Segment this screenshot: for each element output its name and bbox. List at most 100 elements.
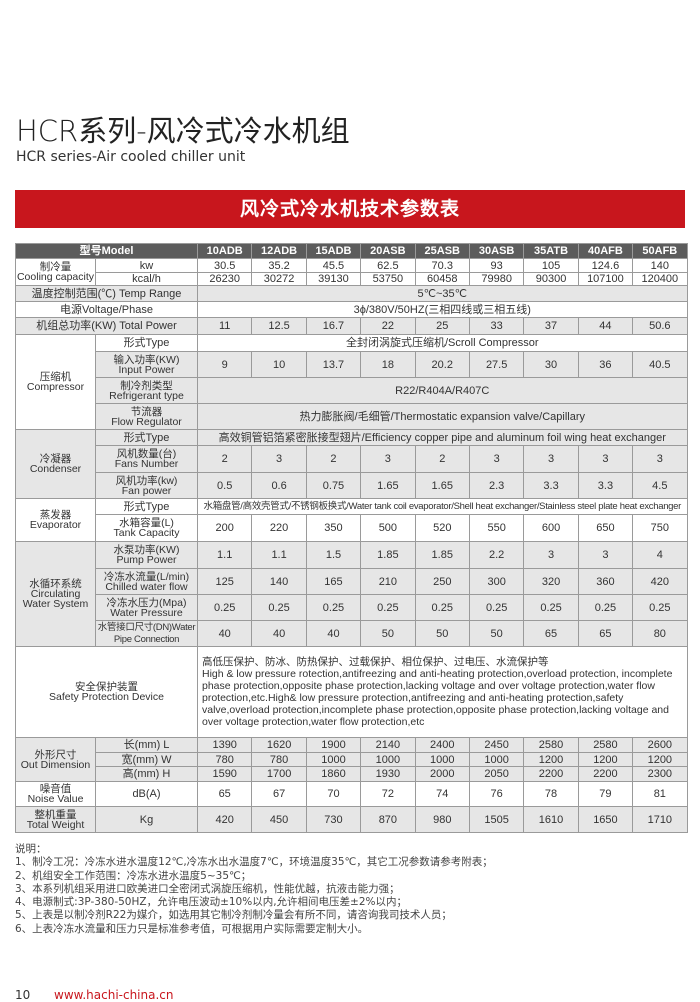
label-cn: 水泵功率(KW) <box>113 544 180 556</box>
value-cell: 420 <box>632 568 688 595</box>
website-link[interactable]: www.hachi-china.cn <box>54 988 174 1002</box>
label-cn: 制冷量 <box>39 261 72 273</box>
value-cell: 0.25 <box>305 594 362 621</box>
water-system-label: 水循环系统 Circulating Water System <box>15 541 96 647</box>
value-cell: 1.1 <box>251 541 307 569</box>
value-cell: 3 <box>468 445 525 473</box>
table-cell: 水箱盘管/高效壳管式/不锈钢板换式/Water tank coil evapor… <box>197 498 688 515</box>
value-cell: 3.3 <box>523 472 579 499</box>
value-cell: 0.25 <box>196 594 253 621</box>
value-cell: 1000 <box>468 752 525 767</box>
label-en: Condenser <box>29 463 82 475</box>
label-en: Cooling capacity <box>16 271 95 283</box>
label-en: Refrigerant type <box>109 389 184 402</box>
table-row: 风机功率(kw) Fan power 0.5 0.6 0.75 1.65 1.65 2.3 3.… <box>16 472 688 499</box>
table-cell: 长(mm) L <box>95 737 198 753</box>
note-line: 2、机组安全工作范围：冷冻水进水温度5~35℃； <box>15 869 252 882</box>
value-cell: 350 <box>305 514 362 542</box>
value-cell: 79980 <box>468 272 525 286</box>
value-cell: 140 <box>251 568 307 595</box>
value-cell: 25 <box>414 317 470 335</box>
spec-table: 型号Model 10ADB 12ADB 15ADB 20ASB 25ASB 30ASB 35A… <box>15 243 688 833</box>
value-cell: 320 <box>523 568 579 595</box>
value-cell: 2300 <box>632 766 688 782</box>
label-cn: 蒸发器 <box>39 509 72 521</box>
value-cell: 750 <box>632 514 688 542</box>
page-title: HCR系列-风冷式冷水机组 <box>16 114 350 148</box>
table-row: 安全保护装置 Safety Protection Device 高低压保护、防冰、防… <box>15 646 688 738</box>
page-subtitle: HCR series-Air cooled chiller unit <box>16 149 246 165</box>
value-cell: 780 <box>251 752 307 767</box>
value-cell: 9 <box>196 351 253 378</box>
note-line: 1、制冷工况：冷冻水进水温度12℃,冷冻水出水温度7℃，环境温度35℃，其它工况… <box>15 856 493 869</box>
table-cell: 全封闭涡旋式压缩机/Scroll Compressor <box>197 334 688 352</box>
table-cell: 水箱容量(L) Tank Capacity <box>95 514 198 542</box>
value-cell: 40 <box>196 620 253 647</box>
table-cell: Kg <box>95 806 198 833</box>
value-cell: 125 <box>196 568 253 595</box>
table-cell: 整机重量 Total Weight <box>15 806 96 833</box>
value-cell: 3 <box>577 541 634 569</box>
table-cell: 温度控制范围(℃) Temp Range <box>15 285 198 302</box>
section-banner: 风冷式冷水机技术参数表 <box>15 190 685 228</box>
value-cell: 1000 <box>414 752 470 767</box>
value-cell: 3 <box>360 445 416 473</box>
value-cell: 520 <box>414 514 470 542</box>
value-cell: 3.3 <box>577 472 634 499</box>
value-cell: 550 <box>468 514 525 542</box>
value-cell: 730 <box>305 806 362 833</box>
value-cell: 53750 <box>360 272 416 286</box>
value-cell: 165 <box>305 568 362 595</box>
label-en: Water Pressure <box>110 606 183 619</box>
table-row: 电源Voltage/Phase 3ϕ/380V/50HZ(三相四线或三相五线) <box>15 301 688 318</box>
model-header: 50AFB <box>632 243 688 259</box>
table-row: 压缩机 Compressor 形式Type 全封闭涡旋式压缩机/Scroll Comp… <box>15 334 688 430</box>
model-header: 40AFB <box>577 243 634 259</box>
value-cell: 2.3 <box>468 472 525 499</box>
value-cell: 2 <box>305 445 362 473</box>
label-cn: 冷凝器 <box>39 453 72 465</box>
value-cell: 360 <box>577 568 634 595</box>
label-cn: 冷冻水压力(Mpa) <box>106 596 187 609</box>
value-cell: 11 <box>196 317 253 335</box>
value-cell: 1000 <box>360 752 416 767</box>
label-cn: 安全保护装置 <box>75 681 138 693</box>
label-cn: 水箱容量(L) <box>119 517 174 529</box>
model-header: 25ASB <box>414 243 470 259</box>
table-cell: 形式Type <box>95 498 198 515</box>
table-cell: kcal/h <box>95 272 198 286</box>
value-cell: 0.5 <box>196 472 253 499</box>
value-cell: 30272 <box>251 272 307 286</box>
value-cell: 1200 <box>523 752 579 767</box>
label-cn: 冷冻水流量(L/min) <box>103 570 190 583</box>
value-cell: 0.25 <box>632 594 688 621</box>
label-en: Chilled water flow <box>105 580 188 593</box>
table-cell: 风机数量(台) Fans Number <box>95 445 198 473</box>
table-row: 温度控制范围(℃) Temp Range 5℃~35℃ <box>15 285 688 302</box>
value-cell: 80 <box>632 620 688 647</box>
table-cell: 制冷剂类型 Refrigerant type <box>95 377 198 404</box>
value-cell: 70.3 <box>414 258 470 273</box>
value-cell: 0.25 <box>360 594 416 621</box>
value-cell: 2200 <box>577 766 634 782</box>
value-cell: 780 <box>196 752 253 767</box>
value-cell: 1000 <box>305 752 362 767</box>
value-cell: 1930 <box>360 766 416 782</box>
label-cn: 风机功率(kw) <box>115 474 178 487</box>
value-cell: 0.25 <box>468 594 525 621</box>
value-cell: 2 <box>196 445 253 473</box>
table-row: 冷冻水流量(L/min) Chilled water flow 125 140 165 2… <box>16 568 688 595</box>
value-cell: 1200 <box>577 752 634 767</box>
safety-label: 安全保护装置 Safety Protection Device <box>15 646 198 738</box>
value-cell: 4 <box>632 541 688 569</box>
value-cell: 30 <box>523 351 579 378</box>
value-cell: 3 <box>251 445 307 473</box>
value-cell: 2580 <box>523 737 579 753</box>
value-cell: 420 <box>196 806 253 833</box>
table-cell: 水管接口尺寸(DN)Water Pipe Connection <box>95 620 198 647</box>
value-cell: 70 <box>305 781 362 807</box>
label-en: Compressor <box>26 381 85 393</box>
label-en: Pump Power <box>116 554 177 566</box>
compressor-label: 压缩机 Compressor <box>15 334 96 430</box>
table-row: 噪音值 Noise Value dB(A) 65 67 70 72 74 76 78 79 81 <box>15 781 688 807</box>
